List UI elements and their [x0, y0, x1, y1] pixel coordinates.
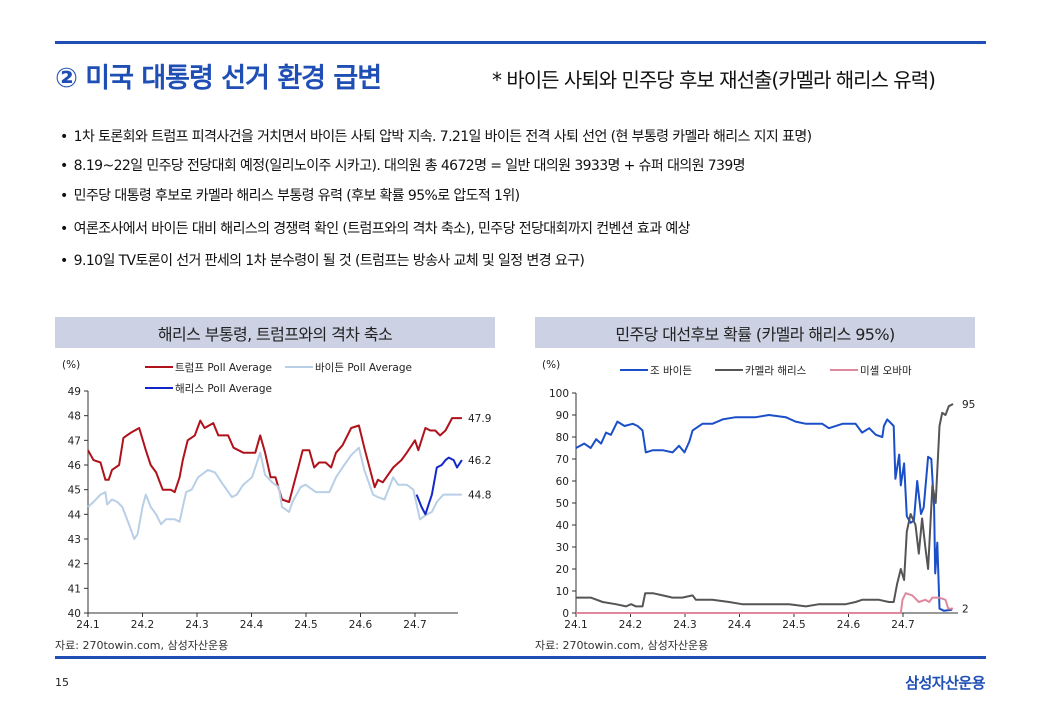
y-tick-label: 44 — [68, 509, 82, 521]
x-tick-label: 24.2 — [131, 619, 154, 631]
y-axis-unit: (%) — [542, 359, 560, 371]
y-tick-label: 43 — [68, 534, 81, 546]
legend-label: 바이든 Poll Average — [315, 362, 412, 374]
bullet-item: 8.19~22일 민주당 전당대회 예정(일리노이주 시카고). 대의원 총 4… — [60, 155, 746, 175]
y-axis-unit: (%) — [62, 359, 80, 371]
y-tick-label: 40 — [556, 520, 569, 532]
y-tick-label: 47 — [68, 435, 81, 447]
y-tick-label: 49 — [68, 386, 81, 398]
end-value-label: 2 — [962, 604, 969, 616]
end-value-label: 47.9 — [468, 413, 491, 425]
x-tick-label: 24.1 — [76, 619, 99, 631]
y-tick-label: 42 — [68, 559, 81, 571]
x-tick-label: 24.1 — [564, 619, 587, 631]
bullet-item: 여론조사에서 바이든 대비 해리스의 경쟁력 확인 (트럼프와의 격차 축소),… — [60, 218, 691, 238]
right-chart-source: 자료: 270towin.com, 삼성자산운용 — [535, 639, 709, 652]
x-tick-label: 24.2 — [619, 619, 642, 631]
x-tick-label: 24.5 — [782, 619, 805, 631]
x-tick-label: 24.4 — [240, 619, 264, 631]
bullet-item: 민주당 대통령 후보로 카멜라 해리스 부통령 유력 (후보 확률 95%로 압… — [60, 185, 520, 205]
right-chart-title: 민주당 대선후보 확률 (카멜라 해리스 95%) — [535, 317, 975, 348]
series-line-3 — [576, 592, 954, 614]
legend-label: 미셸 오바마 — [860, 365, 912, 377]
company-logo: 삼성자산운용 — [905, 674, 985, 692]
y-tick-label: 10 — [556, 586, 569, 598]
legend-label: 해리스 Poll Average — [175, 382, 272, 395]
y-tick-label: 90 — [556, 410, 569, 422]
y-tick-label: 30 — [556, 542, 569, 554]
poll-average-chart: (%) 40 41 42 43 44 45 46 47 48 49 24.1 24.2 24.3 24.4 2… — [62, 359, 491, 631]
series-line-1 — [87, 417, 462, 503]
x-tick-label: 24.6 — [837, 619, 861, 631]
x-tick-label: 24.4 — [728, 619, 752, 631]
x-tick-label: 24.6 — [349, 619, 373, 631]
series-line-1 — [575, 414, 953, 612]
legend-label: 카멜라 해리스 — [745, 364, 807, 377]
left-chart-source: 자료: 270towin.com, 삼성자산운용 — [55, 639, 229, 652]
x-tick-label: 24.5 — [294, 619, 317, 631]
top-rule — [55, 41, 986, 44]
y-tick-label: 80 — [556, 432, 569, 444]
y-tick-label: 40 — [68, 608, 81, 620]
x-tick-label: 24.3 — [673, 619, 696, 631]
series-line-3 — [415, 456, 463, 516]
y-tick-label: 70 — [556, 454, 569, 466]
legend-label: 트럼프 Poll Average — [175, 361, 272, 374]
y-tick-label: 100 — [549, 388, 569, 400]
y-tick-label: 46 — [68, 460, 82, 472]
end-value-label: 95 — [962, 399, 975, 411]
page-title: ② 미국 대통령 선거 환경 급변 — [55, 63, 382, 94]
nominee-probability-chart: (%) 0 10 20 30 40 50 60 70 80 90 100 24.1 24.2 24.3 24.… — [542, 359, 975, 631]
y-tick-label: 45 — [68, 485, 81, 497]
x-tick-label: 24.7 — [403, 619, 426, 631]
page-number: 15 — [55, 676, 69, 689]
end-value-label: 46.2 — [468, 455, 491, 467]
bottom-rule — [55, 656, 986, 659]
bullet-item: 1차 토론회와 트럼프 피격사건을 거치면서 바이든 사퇴 압박 지속. 7.2… — [60, 126, 812, 146]
end-value-label: 44.8 — [468, 490, 491, 502]
legend-label: 조 바이든 — [650, 365, 692, 377]
page-subtitle: * 바이든 사퇴와 민주당 후보 재선출(카멜라 해리스 유력) — [492, 68, 936, 92]
x-tick-label: 24.7 — [891, 619, 914, 631]
y-tick-label: 60 — [556, 476, 569, 488]
series-line-2 — [576, 403, 954, 608]
y-tick-label: 50 — [556, 498, 569, 510]
y-tick-label: 41 — [68, 583, 81, 595]
left-chart-title: 해리스 부통령, 트럼프와의 격차 축소 — [55, 317, 495, 348]
x-tick-label: 24.3 — [185, 619, 208, 631]
bullet-item: 9.10일 TV토론이 선거 판세의 1차 분수령이 될 것 (트럼프는 방송사… — [60, 250, 585, 270]
series-line-2 — [87, 446, 462, 540]
y-tick-label: 48 — [68, 411, 81, 423]
y-tick-label: 20 — [556, 564, 569, 576]
y-tick-label: 0 — [562, 608, 569, 620]
